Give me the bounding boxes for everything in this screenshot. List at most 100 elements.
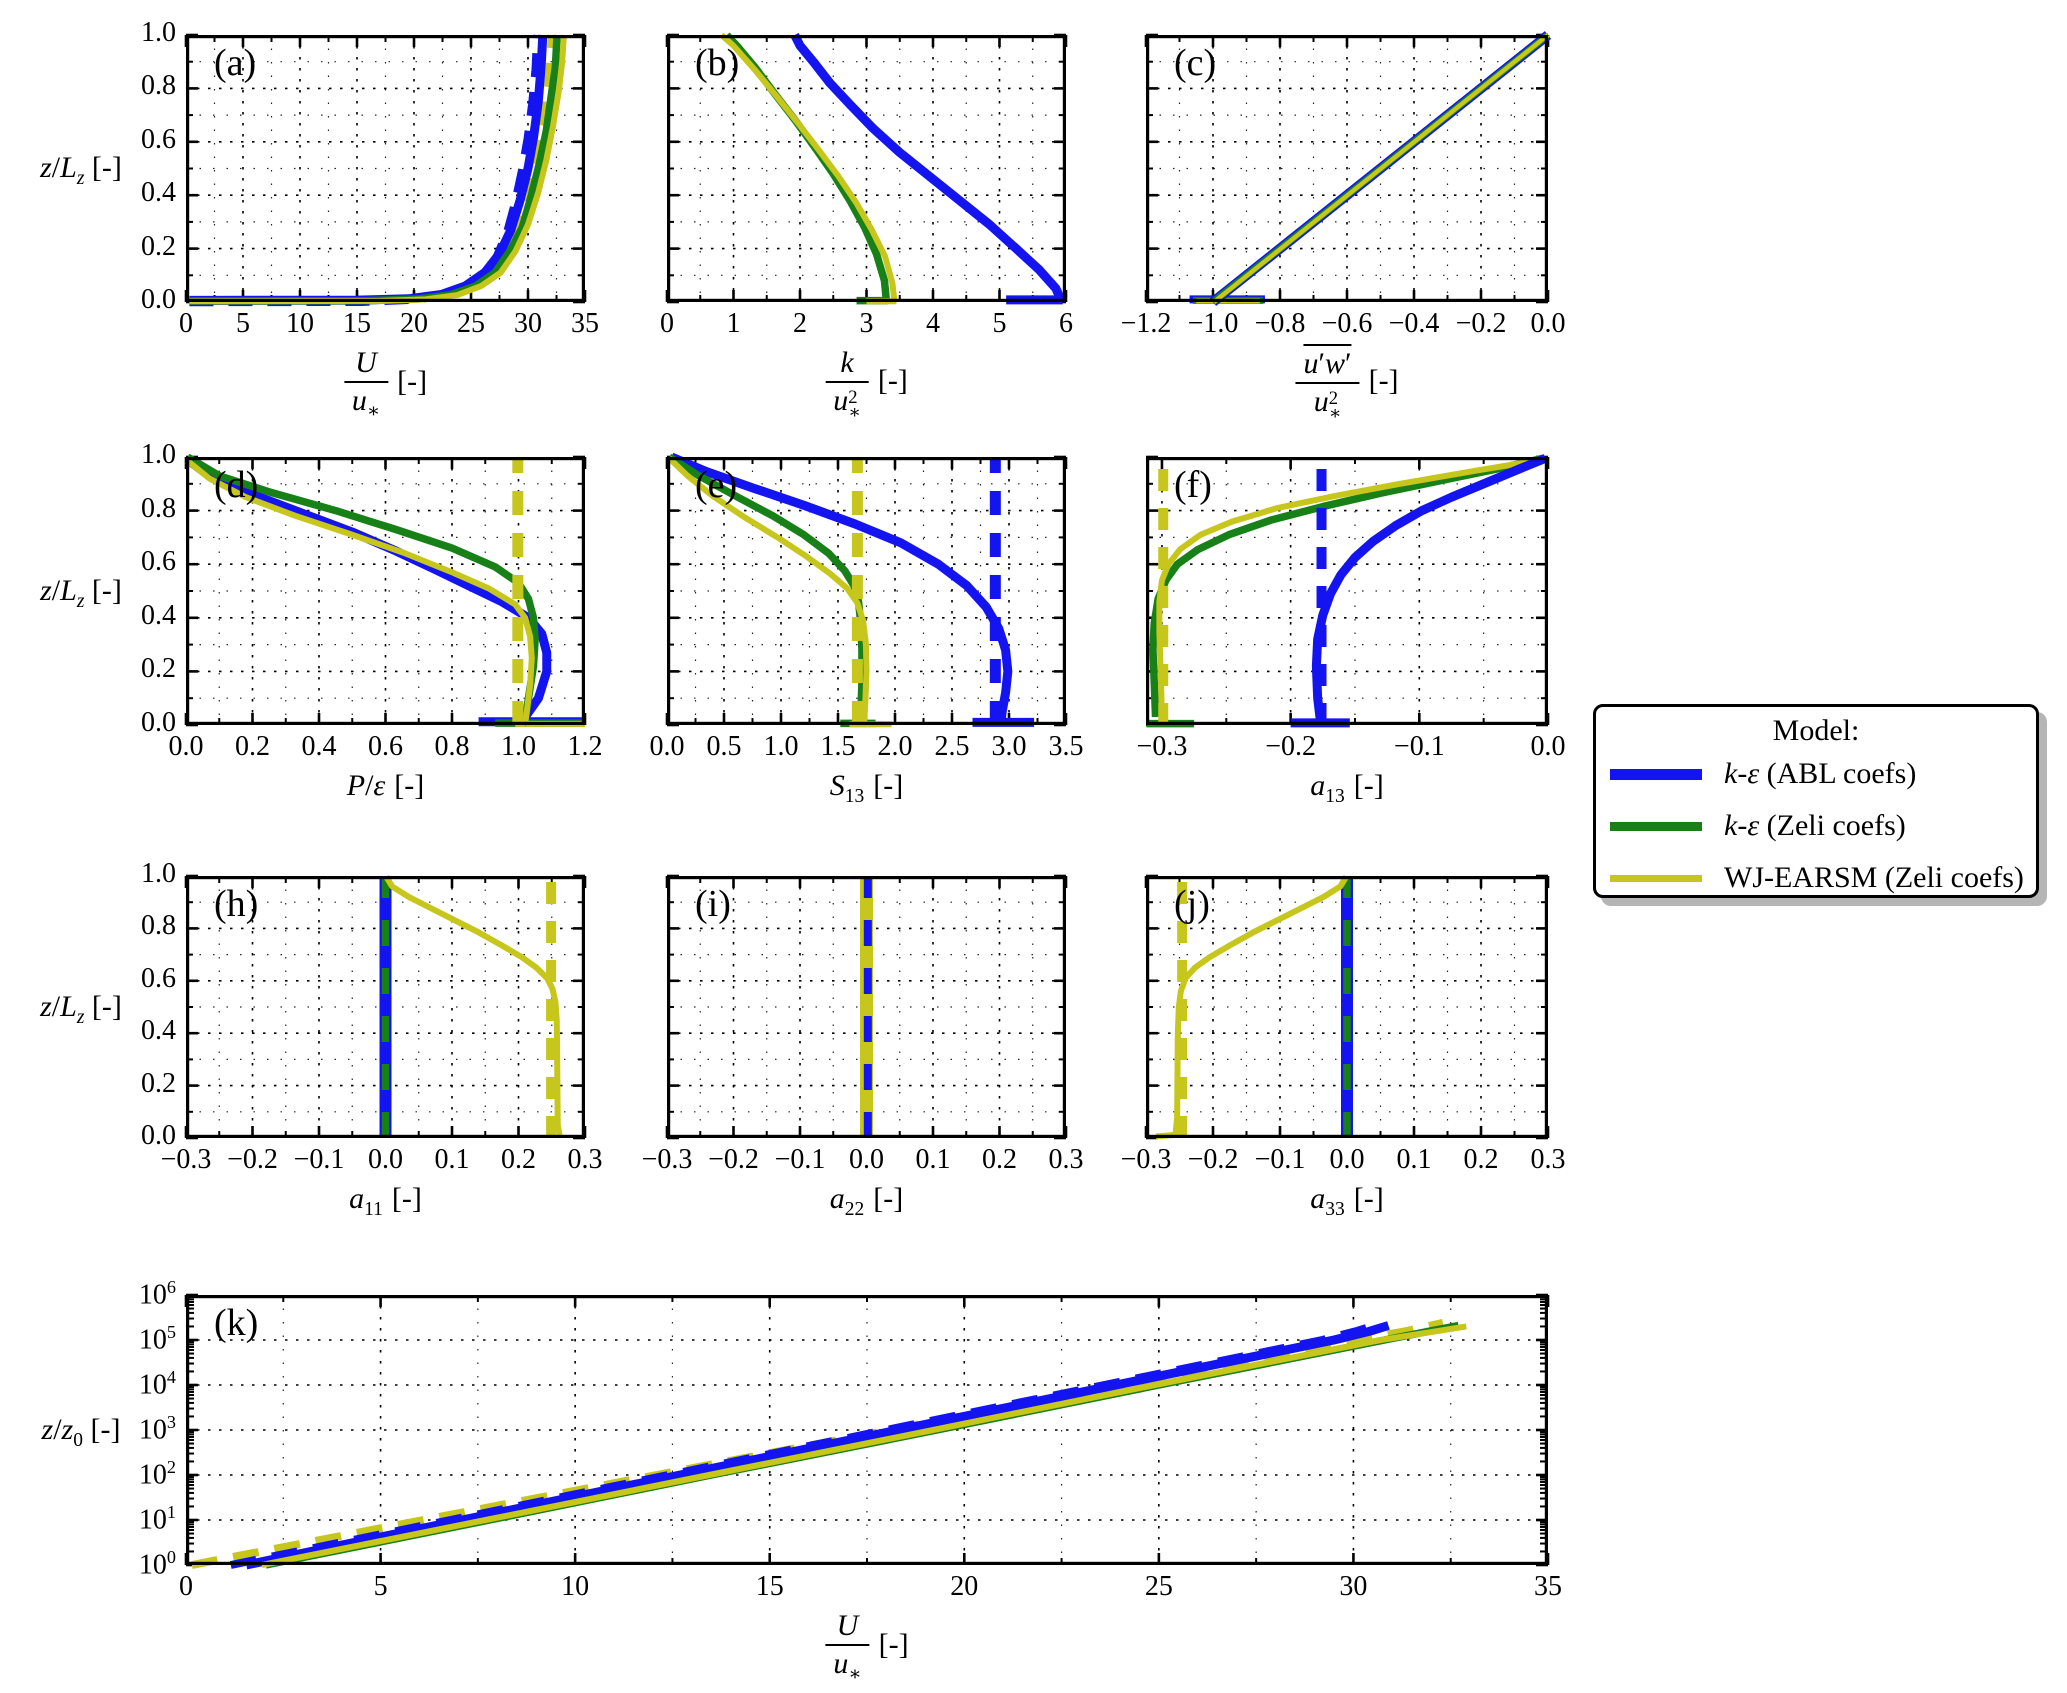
x-tick-label-h: 0.0 (368, 1144, 403, 1175)
series-e-keps-abl-solid (669, 452, 1013, 723)
x-tick-label-d: 0.0 (168, 731, 204, 762)
plot-area-c (1144, 31, 1552, 306)
x-tick-label-j: 0.1 (1396, 1144, 1432, 1175)
x-tick-label-c: −0.2 (1455, 308, 1507, 339)
x-tick-label-e: 0.5 (706, 731, 742, 762)
series-k-keps-abl-solid (245, 1321, 1390, 1570)
series-b-wj-earsm-solid (719, 32, 898, 302)
x-tick-label-i: 0.3 (1048, 1144, 1084, 1175)
x-tick-label-h: −0.3 (160, 1144, 212, 1175)
x-tick-label-a: 10 (286, 308, 314, 339)
x-tick-label-e: 3.5 (1048, 731, 1084, 762)
series-c-wj-earsm-solid (1212, 33, 1550, 304)
x-axis-label-d: P/ε [-] (346, 769, 425, 802)
y-axis-label-row3: z/Lz [-] (40, 990, 122, 1028)
legend-box: Model: k-ε (ABL coefs) k-ε (Zeli coefs) WJ… (1593, 704, 2039, 898)
plot-area-a (184, 33, 587, 307)
x-tick-label-j: 0.2 (1463, 1144, 1499, 1175)
x-axis-label-h: a11 [-] (349, 1182, 422, 1220)
panel-letter-j: (j) (1174, 883, 1210, 925)
x-tick-label-b: 5 (992, 308, 1007, 339)
x-tick-label-e: 0.0 (649, 731, 685, 762)
plot-area-j (1144, 874, 1550, 1140)
y-tick-label-k: 101 (138, 1502, 176, 1536)
series-h-wj-earsm-solid (383, 874, 563, 1137)
y-tick-label-d: 0.6 (141, 546, 176, 578)
x-tick-label-c: −0.6 (1321, 308, 1373, 339)
x-tick-label-b: 3 (859, 308, 874, 339)
x-tick-label-i: 0.2 (982, 1144, 1017, 1175)
y-axis-label-row4: z/z0 [-] (41, 1413, 121, 1451)
plot-area-k (184, 1293, 1550, 1570)
panel-letter-c: (c) (1174, 42, 1217, 84)
x-tick-label-d: 0.8 (434, 731, 470, 762)
x-tick-label-a: 15 (343, 308, 371, 339)
y-tick-label-k: 104 (138, 1367, 176, 1401)
legend-label-1: k-ε (Zeli coefs) (1724, 809, 1906, 842)
panel-letter-i: (i) (695, 883, 731, 925)
x-tick-label-e: 1.5 (820, 731, 856, 762)
y-axis-label-row2: z/Lz [-] (40, 574, 122, 612)
panel-c: (c) −1.2 −1.0 −0.8 −0.6 −0.4 −0.2 0.0 u′w′ u 2 ∗ [-] (1121, 31, 1566, 423)
x-tick-label-c: −0.4 (1388, 308, 1440, 339)
plot-area-h (184, 874, 587, 1140)
x-tick-label-k: 35 (1534, 1571, 1562, 1602)
y-tick-label-a: 0.4 (141, 177, 176, 209)
x-tick-label-j: 0.0 (1329, 1144, 1365, 1175)
panel-letter-f: (f) (1174, 464, 1212, 506)
x-tick-label-e: 1.0 (763, 731, 799, 762)
panel-j: (j) −0.3 −0.2 −0.1 0.0 0.1 0.2 0.3 a33 [-] (1121, 874, 1566, 1220)
y-tick-label-h: 0.2 (141, 1067, 176, 1099)
x-axis-label-b: k u 2 ∗ [-] (825, 346, 908, 422)
x-axis-label-f: a13 [-] (1310, 769, 1384, 807)
y-tick-label-k: 106 (138, 1277, 176, 1311)
series-f-keps-zeli-solid (1149, 454, 1544, 718)
legend-line-icon-blue (1610, 768, 1702, 780)
y-tick-label-a: 0.8 (141, 70, 176, 102)
y-tick-label-h: 0.0 (141, 1120, 176, 1151)
panel-letter-b: (b) (695, 42, 740, 84)
x-tick-label-h: −0.2 (227, 1144, 278, 1175)
y-tick-label-h: 0.4 (141, 1015, 176, 1047)
x-tick-label-k: 5 (373, 1571, 388, 1602)
series-k-wj-earsm-dashed (191, 1318, 1444, 1569)
y-tick-label-d: 0.0 (141, 707, 176, 738)
series-b-keps-zeli-solid (724, 32, 891, 302)
panel-letter-k: (k) (214, 1302, 259, 1344)
legend-entry-1: k-ε (Zeli coefs) (1596, 800, 2036, 852)
y-tick-label-a: 1.0 (141, 17, 176, 48)
legend-title: Model: (1772, 714, 1860, 747)
x-tick-label-d: 0.6 (368, 731, 403, 762)
plot-area-e (665, 452, 1068, 728)
x-tick-label-c: −1.0 (1187, 308, 1239, 339)
x-tick-label-h: 0.1 (434, 1144, 470, 1175)
legend-label-0: k-ε (ABL coefs) (1724, 757, 1917, 790)
y-tick-label-d: 0.8 (141, 492, 176, 524)
x-tick-label-a: 20 (400, 308, 428, 339)
series-k-wj-earsm-solid (261, 1323, 1467, 1568)
y-tick-label-h: 0.6 (141, 962, 176, 994)
y-tick-label-a: 0.2 (141, 230, 176, 262)
series-d-keps-abl-solid (184, 456, 552, 726)
x-tick-label-d: 0.2 (235, 731, 270, 762)
y-tick-label-h: 0.8 (141, 910, 176, 942)
x-tick-label-e: 2.5 (934, 731, 970, 762)
panel-i: (i) −0.3 −0.2 −0.1 0.0 0.1 0.2 0.3 a22 [-] (642, 874, 1084, 1220)
legend-entry-0: k-ε (ABL coefs) (1596, 748, 2036, 800)
panel-letter-d: (d) (214, 464, 259, 506)
series-a-wj-earsm-solid (189, 34, 567, 305)
y-tick-label-h: 1.0 (141, 858, 176, 889)
panel-e: (e) 0.0 0.5 1.0 1.5 2.0 2.5 3.0 3.5 S13 [-] (650, 452, 1084, 807)
x-tick-label-k: 30 (1339, 1571, 1368, 1602)
x-tick-label-f: −0.2 (1265, 731, 1317, 762)
x-tick-label-i: −0.1 (774, 1144, 826, 1175)
x-tick-label-a: 35 (571, 308, 599, 339)
x-tick-label-i: −0.3 (641, 1144, 693, 1175)
y-tick-label-k: 103 (138, 1412, 176, 1446)
series-b-keps-abl-solid (790, 32, 1066, 303)
